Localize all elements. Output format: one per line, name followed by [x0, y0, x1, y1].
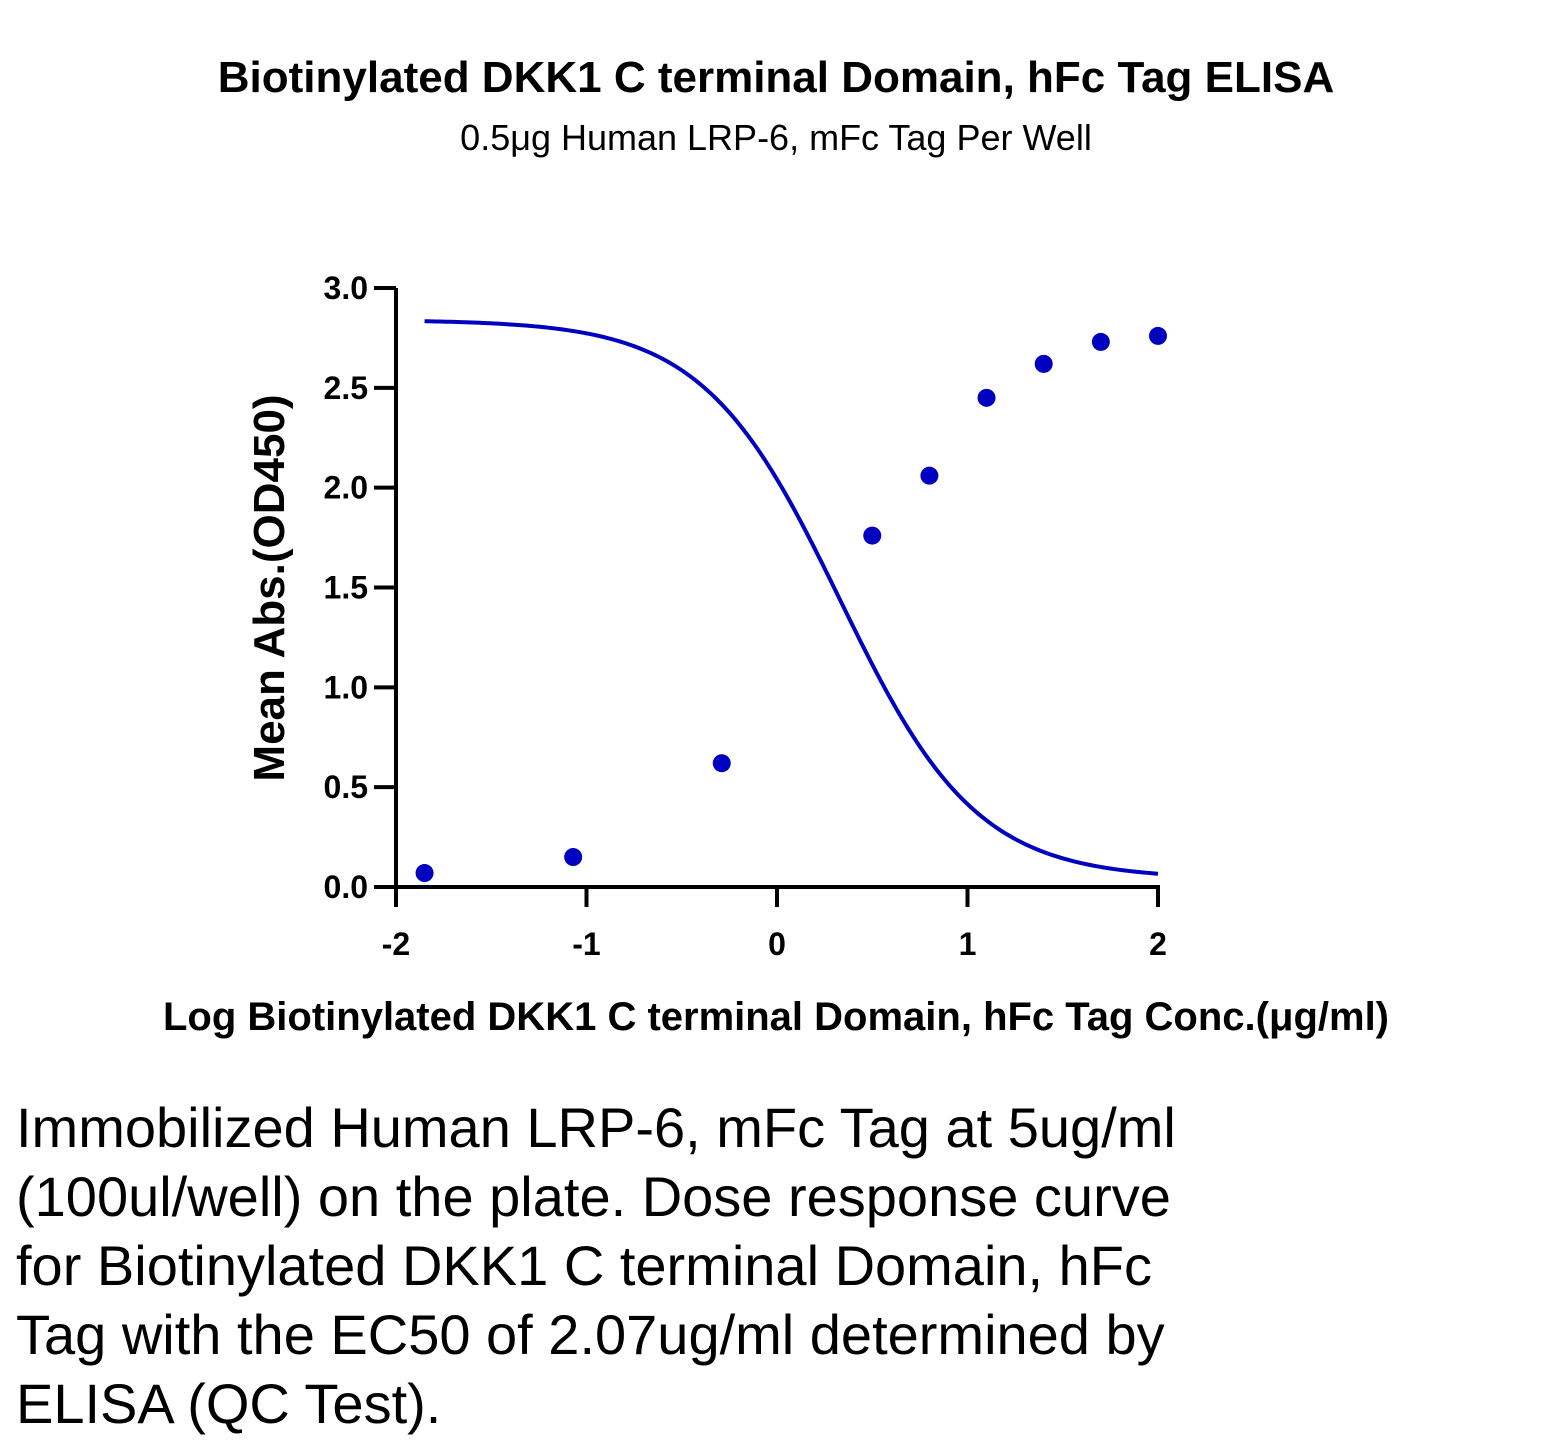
x-tick-label: 2 [1149, 926, 1167, 962]
x-axis-title: Log Biotinylated DKK1 C terminal Domain,… [163, 995, 1389, 1039]
data-point [977, 388, 996, 407]
data-point [712, 754, 731, 773]
chart-subtitle: 0.5μg Human LRP-6, mFc Tag Per Well [460, 117, 1092, 158]
y-tick-label: 3.0 [324, 270, 368, 306]
y-tick-label: 2.5 [324, 370, 368, 406]
data-point [1149, 326, 1167, 345]
chart-title: Biotinylated DKK1 C terminal Domain, hFc… [217, 53, 1335, 102]
y-axis-title: Mean Abs.(OD450) [245, 394, 294, 781]
chart: 0.0 0.5 1.0 1.5 2.0 2.5 3.0 -2 -1 0 1 2 Mean Abs.(O… [163, 270, 1389, 1039]
fit-curve-layer [424, 319, 1159, 876]
data-point [1034, 354, 1053, 373]
x-tick-label: -1 [572, 926, 600, 962]
figure-caption: Immobilized Human LRP-6, mFc Tag at 5ug/… [16, 1096, 1176, 1435]
data-point [564, 848, 583, 867]
y-tick-label: 1.5 [324, 570, 368, 606]
x-tick-label: 1 [959, 926, 977, 962]
data-points-layer [415, 326, 1167, 883]
y-tick-label: 0.0 [324, 869, 368, 905]
y-tick-label: 2.0 [324, 470, 368, 506]
data-point [415, 864, 434, 883]
y-tick-label: 0.5 [324, 769, 368, 805]
x-tick-label: -2 [382, 926, 410, 962]
fit-curve [424, 319, 1159, 876]
x-tick-label: 0 [768, 926, 786, 962]
data-point [863, 526, 882, 545]
data-point [1091, 332, 1110, 351]
data-point [920, 466, 939, 485]
y-tick-label: 1.0 [324, 669, 368, 705]
axes: 0.0 0.5 1.0 1.5 2.0 2.5 3.0 -2 -1 0 1 2 [324, 270, 1167, 962]
